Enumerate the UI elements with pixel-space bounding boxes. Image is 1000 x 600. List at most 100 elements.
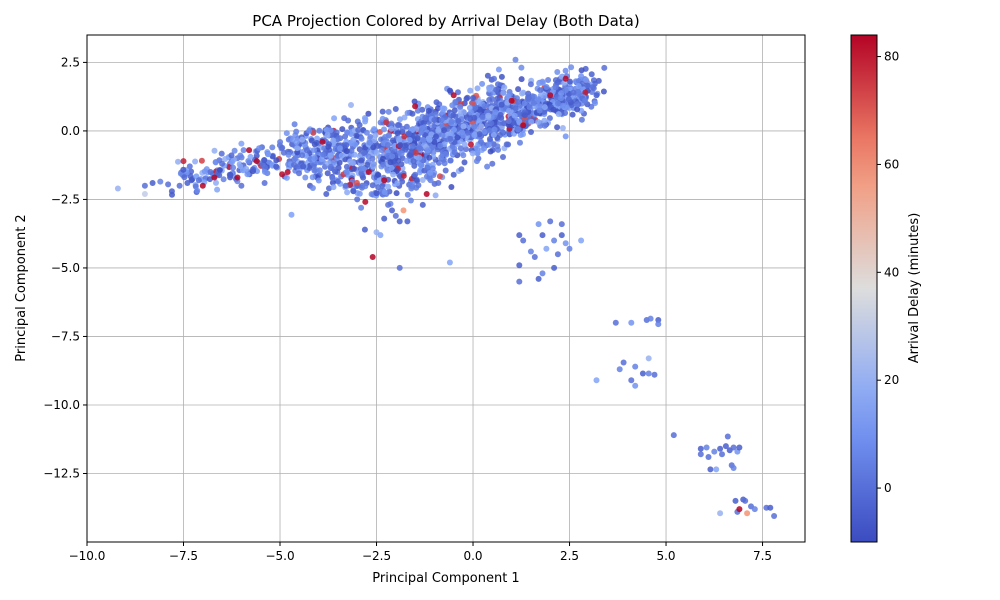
scatter-point — [491, 126, 498, 133]
scatter-point — [422, 114, 429, 121]
scatter-point — [431, 117, 438, 123]
scatter-point — [476, 131, 483, 138]
scatter-point — [238, 140, 245, 147]
scatter-point — [381, 215, 388, 222]
scatter-point — [419, 201, 426, 208]
scatter-point — [432, 192, 439, 199]
scatter-point — [478, 123, 485, 130]
scatter-point — [732, 497, 739, 504]
colorbar-tick-label: 20 — [884, 373, 899, 387]
scatter-point — [490, 131, 497, 138]
scatter-point — [342, 182, 349, 189]
scatter-point — [645, 355, 652, 362]
scatter-point — [520, 122, 527, 129]
x-axis-label: Principal Component 1 — [372, 571, 519, 586]
scatter-point — [253, 158, 260, 165]
scatter-point — [384, 142, 391, 148]
scatter-point — [547, 92, 554, 99]
scatter-point — [362, 183, 369, 190]
scatter-point — [412, 103, 419, 110]
scatter-point — [220, 176, 227, 183]
scatter-point — [707, 466, 714, 473]
scatter-point — [463, 95, 470, 102]
scatter-point — [447, 130, 454, 137]
scatter-point — [467, 141, 474, 148]
x-tick-label: 7.5 — [753, 549, 772, 563]
x-tick-label: −5.0 — [265, 549, 294, 563]
scatter-point — [397, 116, 403, 123]
scatter-point — [326, 185, 332, 192]
scatter-point — [309, 174, 316, 181]
scatter-point — [396, 218, 403, 225]
scatter-point — [559, 102, 566, 109]
scatter-point — [343, 142, 350, 149]
scatter-point — [211, 147, 218, 154]
scatter-point — [290, 136, 296, 143]
scatter-point — [518, 64, 525, 71]
scatter-point — [406, 137, 413, 143]
scatter-point — [612, 319, 619, 326]
scatter-point — [471, 123, 478, 130]
scatter-point — [552, 84, 559, 91]
scatter-point — [352, 141, 359, 148]
scatter-point — [304, 147, 310, 154]
scatter-point — [447, 135, 454, 142]
scatter-point — [327, 152, 334, 159]
scatter-point — [380, 161, 387, 168]
scatter-point — [344, 189, 351, 196]
scatter-point — [288, 211, 295, 218]
scatter-point — [381, 126, 387, 133]
scatter-point — [291, 161, 297, 168]
scatter-point — [368, 191, 375, 198]
scatter-point — [481, 103, 488, 110]
scatter-point — [269, 153, 276, 160]
colorbar: 0 20 40 60 80 Arrival Delay (minutes) — [850, 34, 922, 543]
scatter-point — [299, 152, 306, 159]
scatter-point — [568, 64, 575, 71]
scatter-point — [206, 176, 213, 183]
scatter-point — [375, 143, 381, 149]
scatter-point — [426, 136, 433, 143]
scatter-point — [469, 150, 476, 157]
scatter-point — [413, 184, 420, 191]
scatter-point — [424, 147, 431, 154]
scatter-point — [416, 145, 423, 152]
scatter-point — [455, 117, 462, 124]
scatter-point — [481, 128, 488, 135]
scatter-point — [234, 174, 241, 181]
scatter-point — [237, 152, 244, 159]
scatter-point — [374, 171, 381, 178]
scatter-point — [697, 445, 704, 452]
scatter-point — [316, 167, 323, 174]
scatter-point — [493, 86, 500, 93]
scatter-point — [515, 86, 522, 93]
scatter-point — [192, 158, 199, 165]
colorbar-tick-label: 0 — [884, 481, 892, 495]
scatter-point — [418, 129, 425, 135]
scatter-point — [354, 196, 361, 203]
scatter-point — [404, 191, 411, 198]
scatter-point — [310, 162, 317, 169]
scatter-point — [165, 181, 172, 188]
scatter-point — [543, 245, 550, 252]
scatter-point — [261, 168, 268, 175]
scatter-point — [409, 110, 416, 117]
scatter-point — [494, 95, 501, 102]
scatter-point — [347, 181, 354, 188]
scatter-point — [309, 185, 316, 191]
scatter-point — [516, 278, 523, 285]
scatter-point — [315, 177, 322, 184]
plot-area-frame — [86, 34, 806, 543]
scatter-point — [343, 148, 350, 155]
scatter-point — [400, 172, 407, 179]
x-tick-label: −10.0 — [69, 549, 106, 563]
scatter-point — [558, 95, 565, 102]
scatter-point — [417, 162, 424, 169]
scatter-point — [403, 157, 410, 164]
scatter-point — [401, 133, 408, 140]
scatter-point — [358, 170, 365, 177]
scatter-point — [442, 167, 449, 174]
scatter-point — [703, 444, 710, 451]
scatter-point — [448, 118, 455, 125]
scatter-point — [401, 137, 407, 144]
